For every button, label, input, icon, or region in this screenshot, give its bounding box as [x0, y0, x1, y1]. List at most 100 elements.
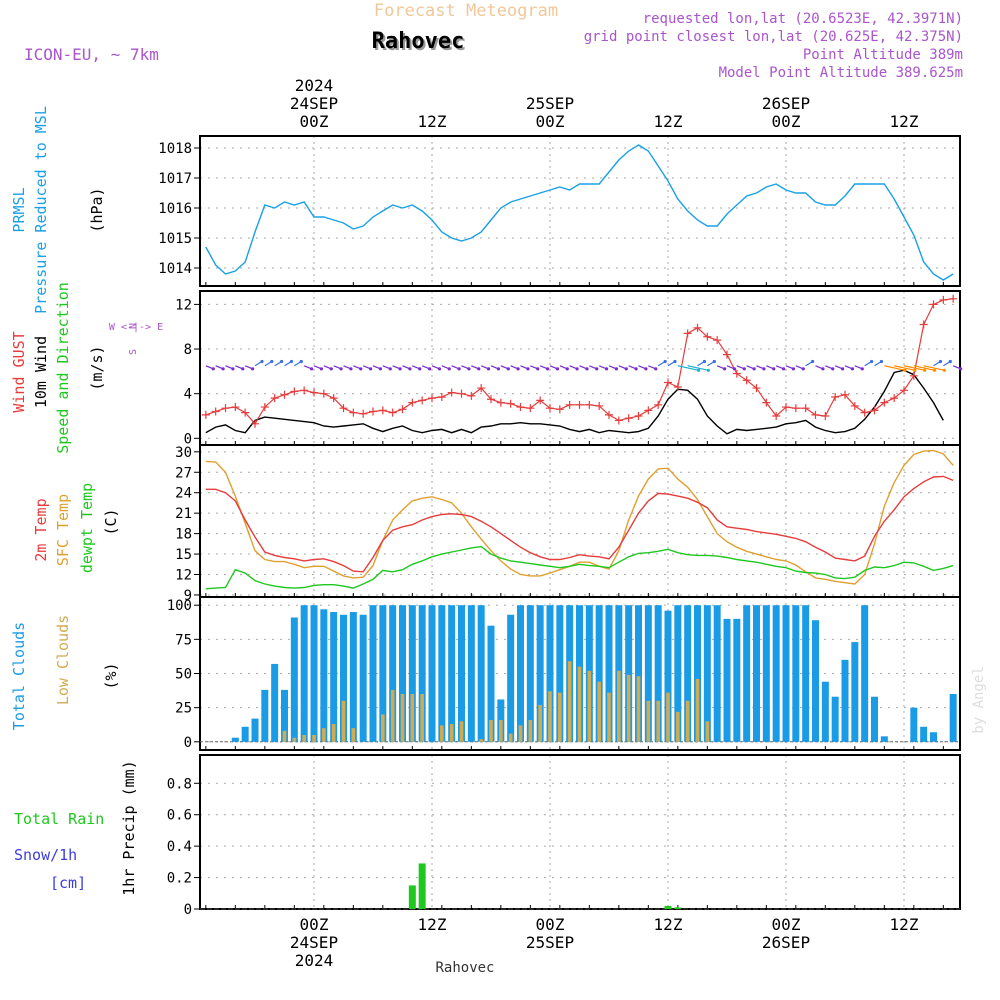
wind-arrow-head [388, 367, 392, 371]
gust-marker [418, 396, 427, 405]
temp-label-sfc: SFC Temp [54, 494, 72, 566]
low-cloud-bar [410, 693, 415, 742]
gust-marker [221, 404, 230, 413]
total-cloud-bar [241, 726, 249, 742]
bottom-time-label-2-1: 25SEP [526, 933, 574, 952]
gust-marker [880, 398, 889, 407]
low-cloud-bar [705, 721, 710, 742]
total-cloud-bar [507, 614, 515, 742]
wind-arrow-head [496, 367, 501, 371]
total-cloud-bar [812, 620, 819, 742]
low-cloud-bar [420, 693, 424, 742]
low-cloud-bar [587, 670, 592, 742]
wind-arrow-head [831, 367, 835, 371]
low-cloud-bar [292, 737, 297, 742]
ytick-label-clouds-3: 75 [175, 632, 192, 648]
low-cloud-bar [695, 678, 700, 742]
low-cloud-bar [656, 700, 660, 742]
low-cloud-bar [322, 728, 326, 742]
wind-label-dir: Speed and Direction [54, 282, 72, 454]
wind-arrow-head [398, 367, 402, 371]
gust-marker [270, 394, 279, 403]
wind-arrow-head [565, 367, 569, 371]
gust-marker [467, 391, 476, 400]
low-cloud-bar [331, 724, 336, 742]
ytick-label-precip-1: 0.2 [167, 871, 192, 887]
gust-marker [860, 408, 869, 417]
wind-arrow-head [938, 359, 943, 364]
cloud-label-low: Low Clouds [54, 615, 72, 705]
gust-marker [644, 406, 653, 415]
gust-marker [811, 410, 820, 419]
gust-marker [939, 295, 948, 304]
frame-pressure [199, 135, 961, 287]
ytick-label-clouds-4: 100 [167, 598, 192, 614]
location-title-main: Rahovec [372, 29, 465, 54]
wind-arrow-head [958, 367, 963, 371]
ytick-label-wind-3: 12 [175, 297, 192, 313]
gust-marker [280, 390, 289, 399]
gust-marker [919, 320, 928, 329]
top-time-label-4-1: 00Z [772, 112, 801, 131]
top-time-label-5-0: 12Z [890, 112, 919, 131]
low-cloud-bar [558, 692, 562, 742]
total-cloud-bar [448, 605, 456, 742]
temp-units: (C) [102, 508, 120, 535]
total-cloud-bar [310, 605, 318, 742]
wind-arrow-head [221, 367, 225, 371]
wind-arrow-head [280, 359, 284, 364]
gust-marker [339, 404, 348, 413]
total-cloud-bar [684, 605, 692, 742]
gust-marker [949, 294, 958, 303]
wind-arrow-head [903, 368, 907, 372]
total-cloud-bar [517, 605, 524, 742]
bottom-time-label-5-0: 12Z [890, 915, 919, 934]
wind-arrow [677, 365, 699, 371]
total-cloud-bar [694, 605, 701, 742]
total-cloud-bar [408, 605, 416, 742]
gust-marker [654, 400, 663, 409]
footer-location: Rahovec [435, 960, 494, 976]
gust-marker [900, 386, 908, 395]
total-cloud-bar [703, 605, 711, 742]
top-time-label-2-0: 25SEP [526, 94, 574, 113]
ytick-label-temp-1: 12 [175, 568, 192, 584]
wind-arrow-head [702, 359, 707, 364]
total-cloud-bar [595, 605, 603, 742]
gust-marker [388, 408, 397, 417]
bottom-time-label-0-1: 24SEP [290, 933, 338, 952]
total-cloud-bar [290, 617, 298, 742]
wind-arrow-head [408, 367, 412, 371]
wind-labels: Wind GUST 10m Wind Speed and Direction (… [10, 282, 163, 454]
low-cloud-bar [459, 721, 464, 742]
low-cloud-bar [548, 691, 552, 742]
wind-arrow [903, 365, 925, 371]
bottom-time-label-1-0: 12Z [418, 915, 447, 934]
gust-marker [201, 410, 210, 419]
rain-bar [664, 905, 672, 909]
wind-arrow-head [231, 367, 235, 371]
wind-arrow-head [821, 367, 825, 371]
total-cloud-bar [399, 605, 406, 742]
temp-labels: 2m Temp SFC Temp dewpt Temp (C) [32, 483, 120, 573]
low-cloud-bar [282, 730, 287, 742]
ytick-label-pressure-0: 1014 [158, 261, 192, 277]
wind-arrow-head [840, 367, 845, 371]
gust-marker [408, 398, 417, 407]
gust-marker [673, 382, 682, 391]
gust-marker [693, 323, 702, 332]
gust-marker [624, 414, 633, 423]
wind-arrow-head [801, 367, 805, 371]
bottom-time-label-0-0: 00Z [300, 915, 329, 934]
total-cloud-bar [861, 605, 869, 742]
gust-marker [260, 403, 269, 412]
total-cloud-bar [546, 605, 554, 742]
wind-arrow-head [696, 368, 701, 372]
model-label: ICON-EU, ~ 7km [24, 45, 159, 64]
wind-arrow-head [309, 367, 314, 371]
wind-arrow-head [545, 367, 550, 371]
wind-arrow-head [289, 359, 294, 364]
gust-marker [447, 388, 456, 397]
total-cloud-bar [723, 618, 731, 742]
temp-label-2m: 2m Temp [32, 498, 50, 561]
